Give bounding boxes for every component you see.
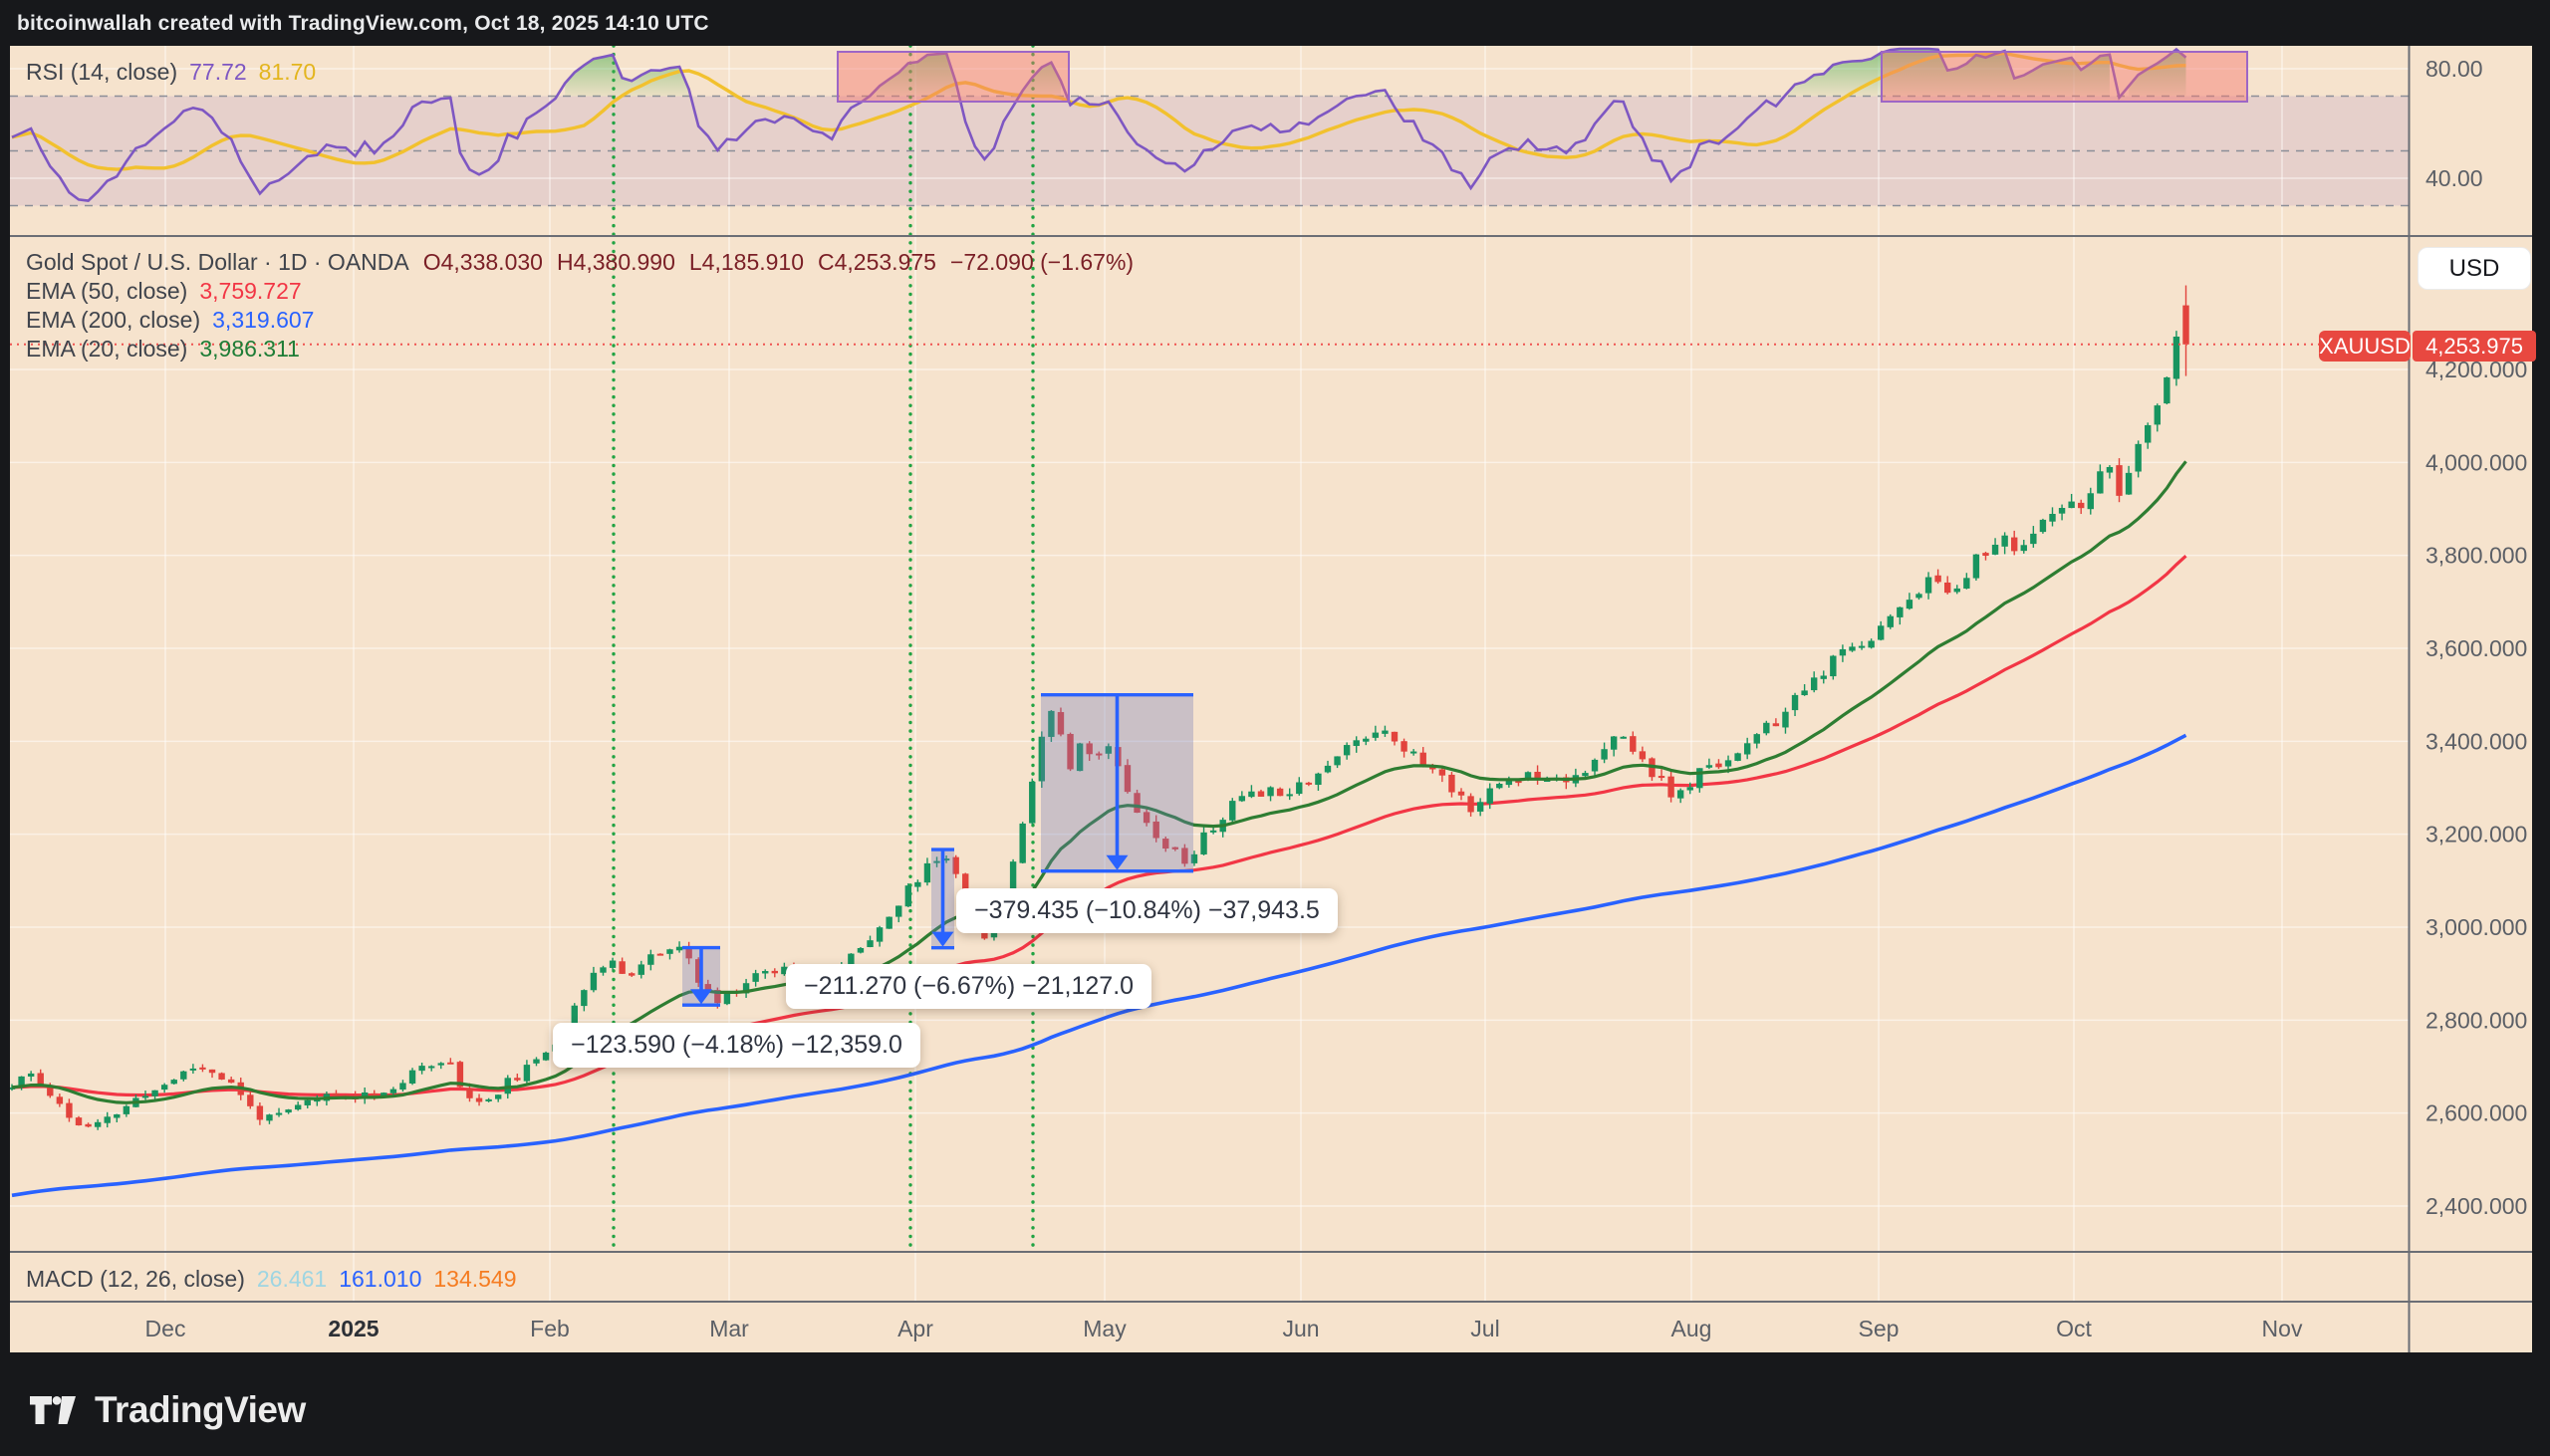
- rsi-overbought-fill: [1022, 62, 1061, 97]
- ema20-value: 3,986.311: [199, 336, 300, 362]
- x-axis-label: 2025: [328, 1316, 379, 1341]
- currency-button-label: USD: [2448, 254, 2500, 282]
- y-axis-label: 3,400.000: [2425, 728, 2527, 754]
- macd-label: MACD (12, 26, close): [26, 1266, 245, 1292]
- rsi-ma-value: 81.70: [258, 59, 317, 85]
- rsi-pane: [11, 47, 2187, 202]
- x-axis-label: Jul: [1470, 1316, 1499, 1341]
- last-price-value-tag: 4,253.975: [2413, 331, 2536, 362]
- ema20-label: EMA (20, close): [26, 336, 188, 362]
- y-axis-label: 3,800.000: [2425, 543, 2527, 569]
- macd-legend[interactable]: MACD (12, 26, close) 26.461 161.010 134.…: [26, 1266, 517, 1293]
- ema50-label: EMA (50, close): [26, 278, 188, 304]
- y-axis-label: 3,600.000: [2425, 635, 2527, 661]
- rsi-line: [11, 47, 2187, 202]
- ohlc-high: H4,380.990: [556, 249, 675, 275]
- rsi-legend-label: RSI (14, close): [26, 59, 178, 85]
- x-axis-label: Nov: [2262, 1316, 2303, 1341]
- currency-button[interactable]: USD: [2418, 247, 2531, 290]
- rsi-axis-label: 80.00: [2425, 56, 2483, 82]
- ohlc-close: C4,253.975: [818, 249, 936, 275]
- ema200-line: [11, 733, 2187, 1198]
- x-axis-label: Oct: [2056, 1316, 2092, 1341]
- rsi-highlight-box: [837, 51, 1070, 103]
- rsi-highlight-box: [1881, 51, 2248, 103]
- x-axis-label: Mar: [709, 1316, 749, 1341]
- ema50-value: 3,759.727: [199, 278, 302, 304]
- x-axis-label: Sep: [1859, 1316, 1900, 1341]
- last-price-value: 4,253.975: [2425, 333, 2523, 359]
- y-axis-label: 3,000.000: [2425, 914, 2527, 940]
- last-price-symbol-tag: XAUUSD: [2319, 331, 2411, 362]
- chart-area[interactable]: 4,200.000 4,000.000 3,800.000 3,600.000 3,40…: [10, 46, 2536, 1352]
- ohlc-low: L4,185.910: [688, 249, 805, 275]
- ema200-label: EMA (200, close): [26, 307, 201, 333]
- attribution-text: bitcoinwallah created with TradingView.c…: [17, 12, 709, 35]
- rsi-legend[interactable]: RSI (14, close) 77.72 81.70: [26, 59, 316, 86]
- measure-arrow-head: [1106, 854, 1129, 870]
- y-axis-label: 2,400.000: [2425, 1193, 2527, 1219]
- ema20-legend[interactable]: EMA (20, close) 3,986.311: [26, 336, 300, 363]
- ohlc-open: O4,338.030: [422, 249, 543, 275]
- last-price-symbol: XAUUSD: [2319, 333, 2411, 359]
- y-axis-label: 3,200.000: [2425, 822, 2527, 848]
- rsi-axis-label: 40.00: [2425, 165, 2483, 191]
- price-pane: [10, 285, 2189, 1198]
- ema200-value: 3,319.607: [212, 307, 315, 333]
- ema200-legend[interactable]: EMA (200, close) 3,319.607: [26, 307, 314, 334]
- macd-signal-value: 134.549: [433, 1266, 517, 1292]
- y-axis-label: 2,600.000: [2425, 1100, 2527, 1126]
- ohlc-change: −72.090 (−1.67%): [949, 249, 1135, 275]
- rsi-overbought-fill: [2129, 49, 2186, 97]
- x-axis-label: Apr: [897, 1316, 933, 1341]
- attribution-bar: bitcoinwallah created with TradingView.c…: [0, 0, 2550, 46]
- macd-hist-value: 26.461: [256, 1266, 328, 1292]
- ema20-line: [11, 460, 2187, 1104]
- measure-arrow-head: [690, 989, 712, 1005]
- candles: [10, 285, 2189, 1130]
- y-axis-label: 4,000.000: [2425, 449, 2527, 475]
- measure-arrow-head: [931, 931, 954, 947]
- symbol-title: Gold Spot / U.S. Dollar · 1D · OANDA: [26, 249, 409, 275]
- measure-tooltip-3: −379.435 (−10.84%) −37,943.5: [956, 888, 1338, 933]
- ema50-legend[interactable]: EMA (50, close) 3,759.727: [26, 278, 302, 305]
- symbol-legend[interactable]: Gold Spot / U.S. Dollar · 1D · OANDA O4,…: [26, 249, 1134, 276]
- x-axis-label: Jun: [1282, 1316, 1319, 1341]
- tradingview-logo-text: TradingView: [95, 1389, 306, 1430]
- x-axis-label: May: [1083, 1316, 1127, 1341]
- x-axis-label: Aug: [1671, 1316, 1712, 1341]
- x-axis-label: Feb: [530, 1316, 570, 1341]
- y-axis-label: 2,800.000: [2425, 1007, 2527, 1033]
- rsi-overbought-fill: [565, 55, 689, 97]
- chart-canvas[interactable]: 4,200.0004,000.0003,800.0003,600.0003,40…: [10, 46, 2532, 1352]
- measure-tooltip-2: −211.270 (−6.67%) −21,127.0: [786, 964, 1152, 1009]
- measure-tooltip-1: −123.590 (−4.18%) −12,359.0: [553, 1023, 920, 1068]
- x-axis-label: Dec: [145, 1316, 186, 1341]
- rsi-value: 77.72: [189, 59, 247, 85]
- rsi-overbought-fill: [870, 53, 956, 97]
- tradingview-logo-icon: [30, 1396, 76, 1424]
- macd-line-value: 161.010: [339, 1266, 422, 1292]
- tradingview-logo[interactable]: TradingView: [30, 1384, 306, 1436]
